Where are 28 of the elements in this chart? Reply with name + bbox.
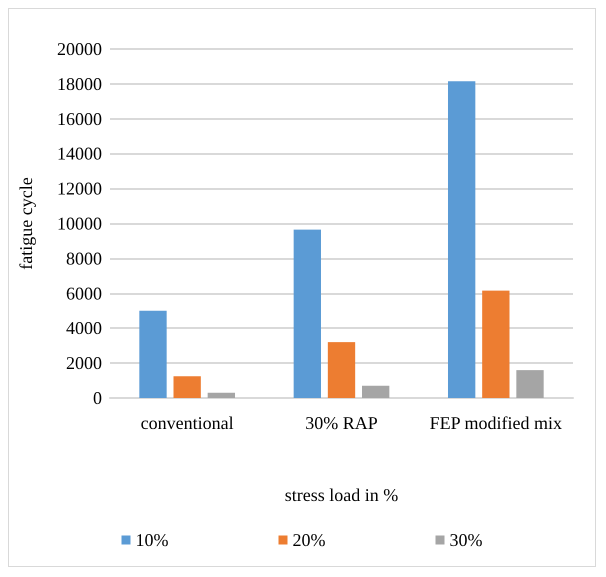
bar	[139, 310, 167, 398]
y-tick-label: 6000	[66, 283, 102, 304]
bar	[482, 290, 510, 398]
legend-label: 30%	[449, 530, 482, 550]
legend-label: 20%	[292, 530, 326, 550]
y-tick-label: 20000	[57, 39, 102, 59]
y-tick-label: 14000	[57, 144, 102, 164]
y-tick-label: 8000	[66, 248, 102, 268]
bar	[294, 230, 321, 398]
bar	[362, 386, 390, 398]
y-axis-title: fatigue cycle	[16, 177, 36, 270]
y-tick-label: 10000	[57, 214, 102, 234]
bar	[516, 370, 544, 398]
bar	[173, 376, 201, 398]
bar	[208, 392, 236, 398]
y-tick-label: 18000	[57, 74, 102, 94]
x-tick-label: conventional	[140, 413, 234, 433]
y-tick-label: 2000	[66, 353, 102, 374]
x-axis-title: stress load in %	[284, 485, 398, 505]
y-tick-label: 4000	[66, 318, 102, 338]
bar	[328, 342, 356, 398]
y-tick-label: 0	[93, 388, 102, 408]
legend-label: 10%	[136, 530, 169, 550]
x-tick-label: 30% RAP	[305, 413, 378, 433]
y-tick-label: 12000	[57, 178, 102, 199]
x-tick-label: FEP modified mix	[430, 413, 562, 433]
y-tick-label: 16000	[57, 108, 102, 129]
bar	[448, 81, 476, 398]
